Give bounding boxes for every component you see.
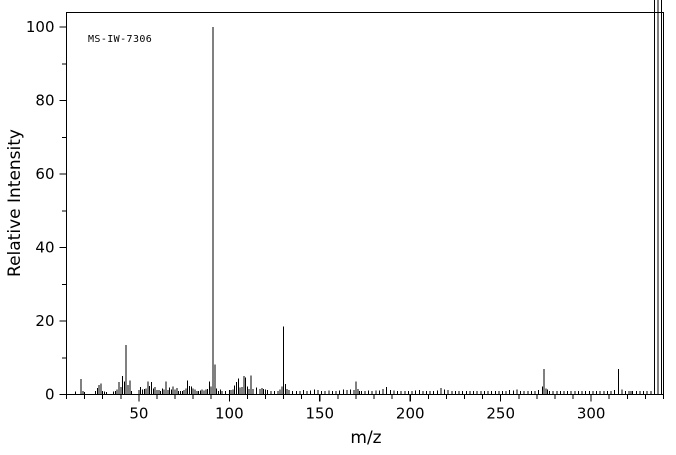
y-tick-label: 40 xyxy=(35,239,54,257)
x-axis-tick-labels: 50 100 150 200 250 300 xyxy=(129,405,605,423)
y-axis-label: Relative Intensity xyxy=(5,129,25,277)
x-tick-label: 150 xyxy=(305,405,334,423)
x-tick-label: 250 xyxy=(486,405,515,423)
x-tick-label: 300 xyxy=(577,405,606,423)
sample-id-annotation: MS-IW-7306 xyxy=(88,34,152,45)
spectrum-peaks xyxy=(75,0,663,395)
plot-frame xyxy=(65,11,665,396)
y-tick-label: 80 xyxy=(35,92,54,110)
y-tick-label: 20 xyxy=(35,312,54,330)
plot-border xyxy=(65,11,665,396)
y-axis-tick-labels: 0 20 40 60 80 100 xyxy=(26,18,55,403)
x-tick-label: 50 xyxy=(129,405,148,423)
x-axis-label: m/z xyxy=(350,428,381,448)
x-tick-label: 100 xyxy=(215,405,244,423)
y-tick-label: 60 xyxy=(35,165,54,183)
y-tick-label: 100 xyxy=(26,18,55,36)
y-tick-label: 0 xyxy=(45,386,55,404)
x-axis-ticks xyxy=(66,394,664,402)
x-tick-label: 200 xyxy=(396,405,425,423)
y-axis-ticks xyxy=(59,26,67,396)
